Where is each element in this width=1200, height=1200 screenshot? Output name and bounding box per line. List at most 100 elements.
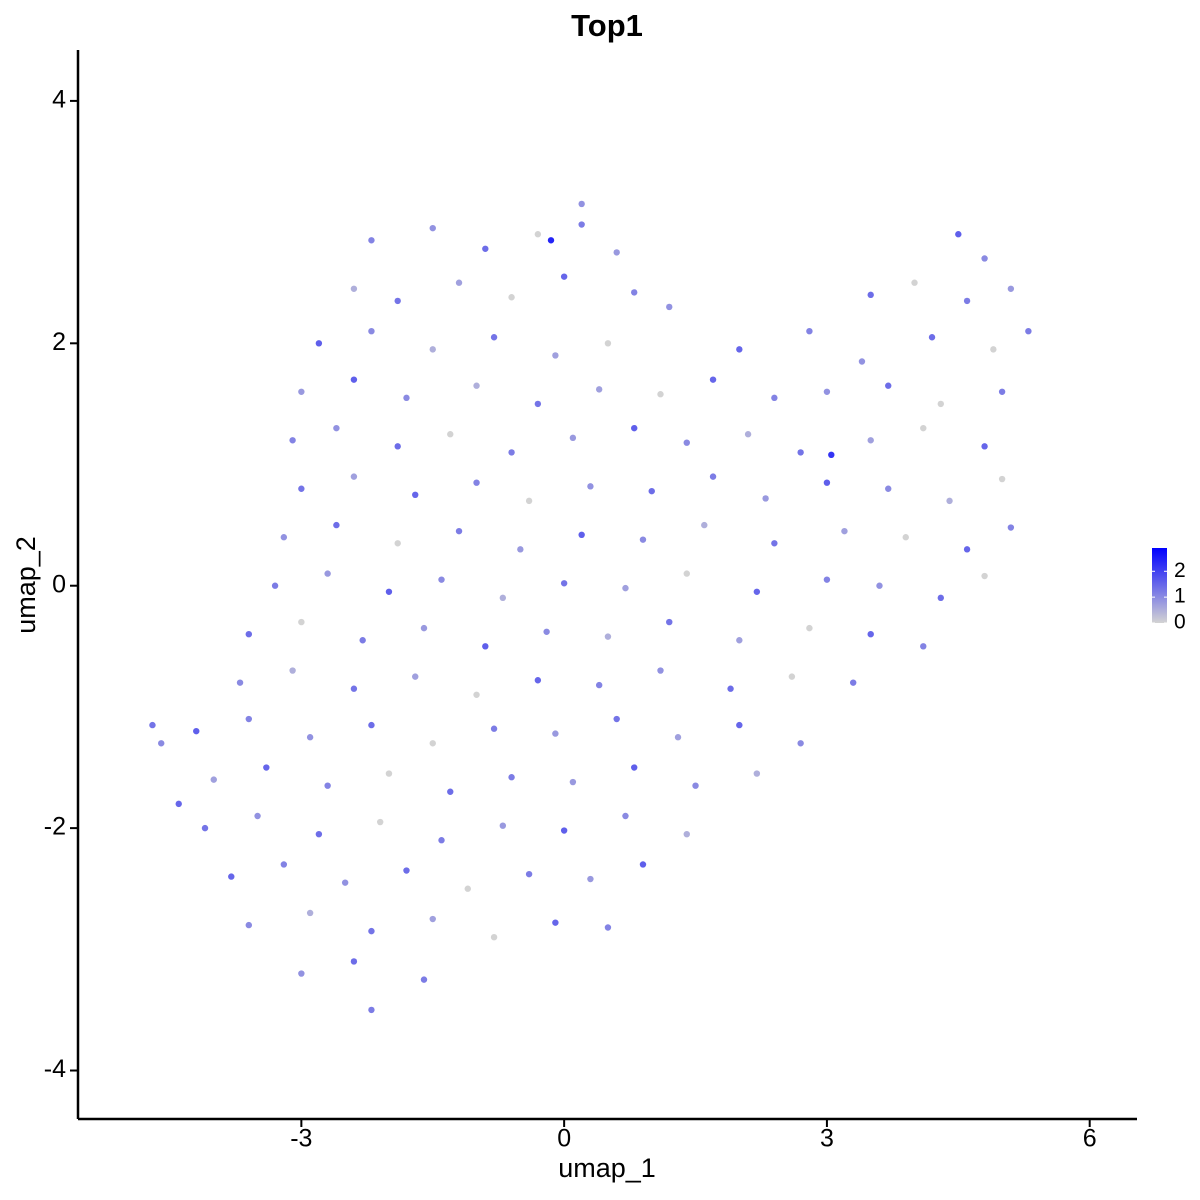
point [911, 279, 918, 286]
point [622, 584, 629, 592]
point [604, 924, 612, 931]
point [490, 334, 498, 341]
point [1007, 524, 1015, 531]
point [683, 830, 690, 838]
point [236, 679, 244, 686]
point [823, 479, 831, 486]
y-tick-label: -2 [44, 813, 66, 841]
point [412, 491, 419, 499]
y-tick-label: 4 [52, 86, 66, 114]
point [455, 527, 463, 535]
point [263, 764, 270, 771]
point [998, 388, 1006, 395]
point [709, 473, 717, 480]
point [595, 681, 603, 689]
point [473, 691, 480, 698]
point [298, 388, 305, 395]
point [552, 730, 559, 737]
y-tick-label: -4 [44, 1055, 66, 1083]
y-tick-label: 0 [52, 570, 66, 598]
point [622, 812, 629, 820]
colorbar-label: 0 [1174, 611, 1186, 634]
point [920, 424, 927, 432]
point [254, 812, 261, 820]
point [736, 637, 743, 644]
point [639, 861, 647, 868]
point [569, 778, 577, 786]
point [385, 770, 393, 777]
point [193, 727, 200, 735]
point [490, 933, 498, 941]
point [963, 546, 971, 553]
point [560, 273, 568, 280]
point [762, 495, 769, 502]
point [981, 443, 988, 450]
point [560, 580, 568, 587]
point [797, 449, 804, 456]
point [525, 497, 533, 505]
point [368, 237, 375, 244]
point [683, 570, 690, 577]
point [998, 475, 1006, 483]
point [631, 424, 638, 432]
colorbar-label: 2 [1174, 559, 1186, 582]
point [333, 521, 340, 529]
point [613, 715, 620, 723]
point [771, 540, 778, 547]
y-tick-label: 2 [52, 328, 66, 356]
point [306, 734, 314, 741]
point [210, 776, 217, 783]
point [823, 576, 831, 583]
point [420, 624, 428, 632]
point [368, 1006, 375, 1014]
point [289, 667, 296, 674]
y-axis-label: umap_2 [11, 536, 41, 634]
point [937, 594, 944, 602]
point [692, 782, 699, 789]
point [280, 534, 288, 541]
point [376, 818, 384, 826]
x-tick-label: 6 [1083, 1125, 1097, 1153]
point [595, 386, 603, 393]
point [902, 534, 909, 541]
point [806, 624, 813, 632]
point [499, 594, 507, 602]
point [368, 927, 375, 935]
point [429, 224, 436, 232]
point [587, 483, 594, 490]
point [429, 346, 436, 353]
point [578, 200, 585, 208]
point [350, 958, 358, 965]
point [271, 582, 279, 589]
point [534, 231, 542, 238]
point [534, 677, 542, 684]
x-tick-label: 0 [557, 1125, 571, 1153]
point [324, 570, 331, 577]
point [849, 679, 857, 686]
point [928, 334, 936, 341]
point [429, 915, 436, 923]
point [473, 382, 480, 389]
point [613, 249, 620, 256]
point [350, 685, 358, 692]
point [333, 424, 340, 432]
point [587, 875, 594, 883]
point [482, 643, 489, 650]
point [657, 667, 664, 674]
point [368, 327, 375, 335]
point [438, 837, 445, 844]
point [955, 231, 962, 238]
point [543, 628, 550, 635]
point [876, 582, 883, 589]
point [736, 346, 743, 353]
point [666, 303, 673, 311]
point [560, 827, 568, 834]
point [289, 437, 296, 444]
point [709, 376, 717, 383]
point [701, 521, 708, 529]
point [858, 358, 866, 365]
point [429, 740, 436, 747]
point [394, 540, 401, 547]
point [648, 487, 655, 495]
point [631, 764, 638, 771]
